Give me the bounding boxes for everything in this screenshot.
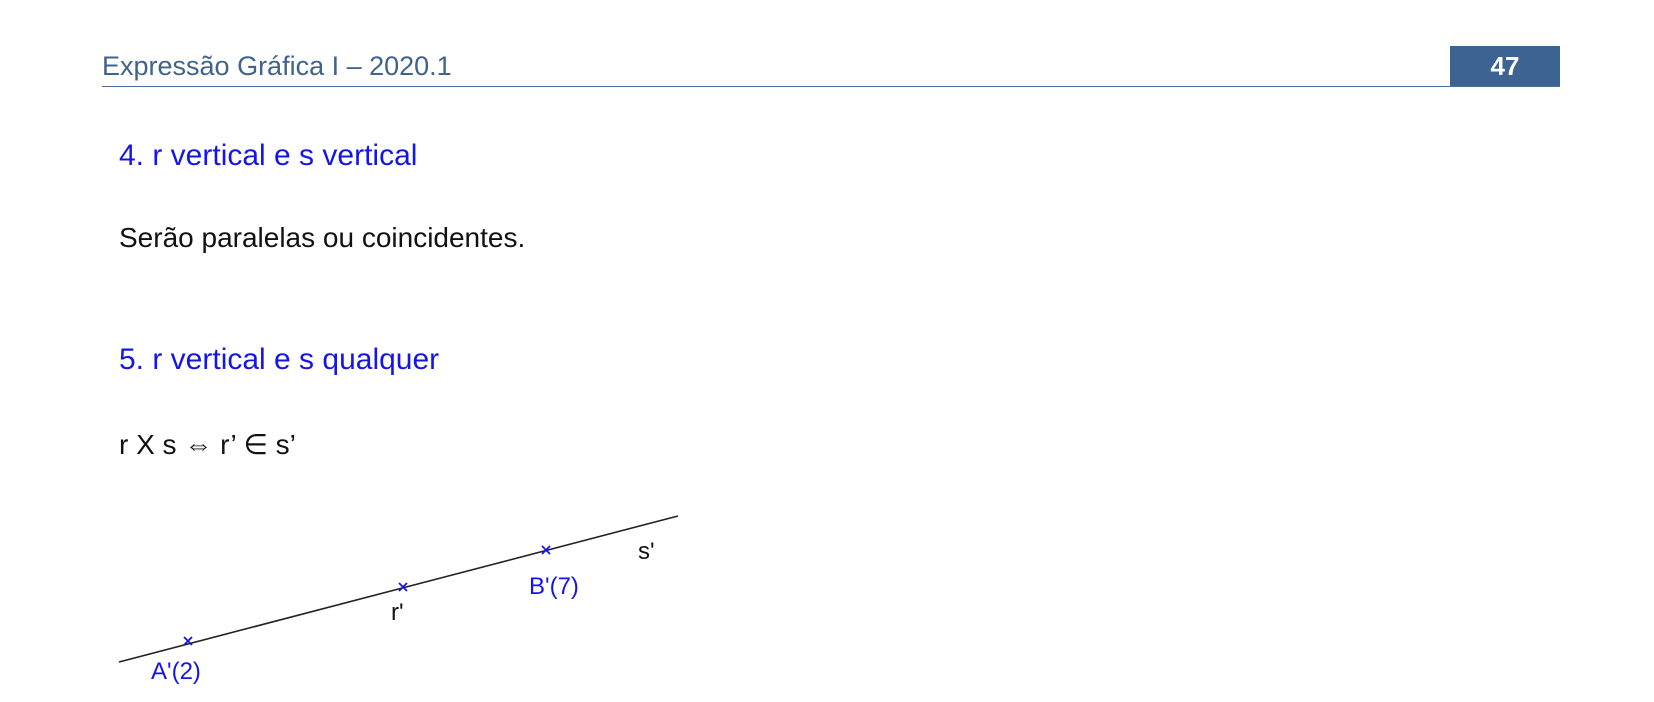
- label-r-prime: r': [391, 599, 404, 626]
- section-4-text: Serão paralelas ou coincidentes.: [119, 222, 526, 253]
- label-a-prime: A'(2): [151, 658, 201, 685]
- label-b-prime: B'(7): [529, 573, 579, 600]
- section-heading-4: 4. r vertical e s vertical: [119, 139, 418, 172]
- section-heading-5: 5. r vertical e s qualquer: [119, 343, 440, 376]
- point-a-marker: [183, 636, 193, 646]
- line-s-prime: [118, 515, 679, 663]
- section-5-formula: r X s ⇔ r’ ∈ s’: [119, 429, 296, 460]
- document-title: Expressão Gráfica I – 2020.1: [102, 51, 452, 81]
- label-s-prime: s': [638, 538, 655, 565]
- point-r-marker: [398, 582, 408, 592]
- page-number-badge: 47: [1450, 46, 1560, 86]
- point-b-marker: [541, 545, 551, 555]
- page-header: Expressão Gráfica I – 2020.1 47: [102, 46, 1560, 87]
